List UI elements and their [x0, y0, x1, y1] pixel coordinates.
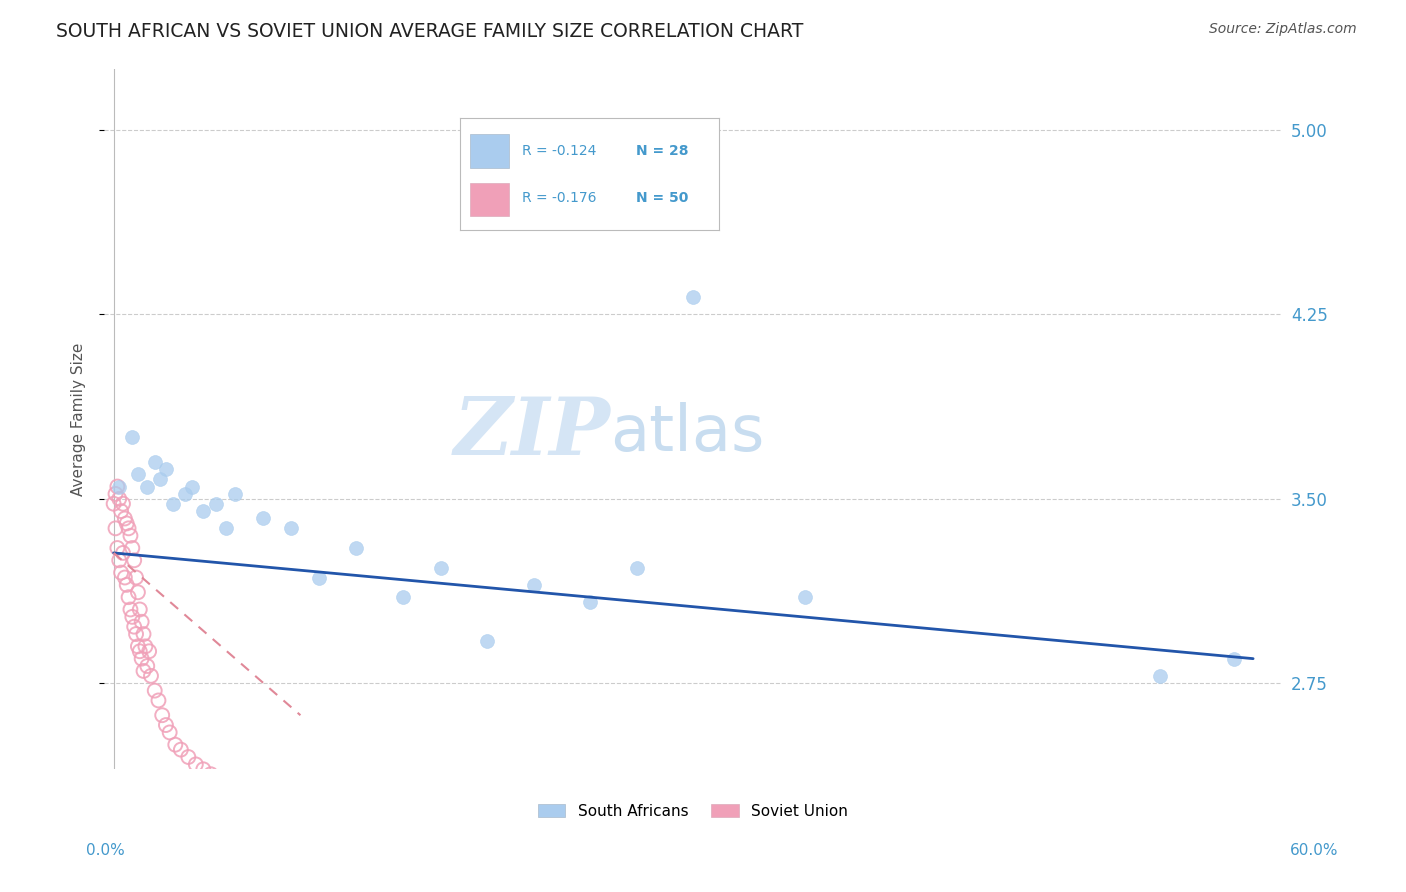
- Point: [205, 497, 228, 511]
- Point: [218, 782, 240, 797]
- Point: [117, 521, 139, 535]
- Text: Source: ZipAtlas.com: Source: ZipAtlas.com: [1209, 22, 1357, 37]
- Point: [105, 541, 128, 555]
- Point: [155, 718, 177, 732]
- Point: [127, 467, 149, 482]
- Point: [200, 767, 222, 781]
- Text: 60.0%: 60.0%: [1291, 843, 1339, 858]
- Point: [477, 634, 499, 648]
- Point: [103, 497, 125, 511]
- Point: [308, 570, 330, 584]
- Point: [162, 497, 184, 511]
- Point: [114, 511, 136, 525]
- Point: [579, 595, 602, 609]
- Point: [121, 541, 143, 555]
- Text: SOUTH AFRICAN VS SOVIET UNION AVERAGE FAMILY SIZE CORRELATION CHART: SOUTH AFRICAN VS SOVIET UNION AVERAGE FA…: [56, 22, 804, 41]
- Text: 0.0%: 0.0%: [86, 843, 125, 858]
- Point: [150, 708, 173, 723]
- Point: [121, 430, 143, 444]
- Point: [143, 683, 166, 698]
- Point: [149, 472, 172, 486]
- Point: [1149, 669, 1171, 683]
- Point: [120, 602, 142, 616]
- Point: [122, 553, 145, 567]
- Point: [138, 644, 160, 658]
- Point: [128, 602, 150, 616]
- Point: [170, 742, 193, 756]
- Point: [104, 521, 127, 535]
- Point: [177, 750, 200, 764]
- Point: [181, 479, 204, 493]
- Point: [111, 497, 134, 511]
- Point: [429, 560, 451, 574]
- Point: [111, 546, 134, 560]
- Point: [128, 644, 150, 658]
- Point: [105, 479, 128, 493]
- Point: [143, 455, 166, 469]
- Point: [127, 640, 149, 654]
- Point: [136, 659, 159, 673]
- Point: [125, 627, 148, 641]
- Point: [122, 620, 145, 634]
- Point: [280, 521, 302, 535]
- Point: [626, 560, 648, 574]
- Text: ZIP: ZIP: [454, 394, 610, 472]
- Point: [108, 491, 131, 506]
- Point: [392, 590, 415, 604]
- Point: [1223, 651, 1246, 665]
- Point: [110, 566, 132, 580]
- Point: [115, 516, 138, 531]
- Point: [346, 541, 368, 555]
- Point: [104, 487, 127, 501]
- Point: [136, 479, 159, 493]
- Point: [125, 570, 148, 584]
- Legend: South Africans, Soviet Union: South Africans, Soviet Union: [531, 797, 853, 825]
- Point: [193, 504, 215, 518]
- Point: [224, 487, 246, 501]
- Point: [121, 610, 143, 624]
- Point: [108, 479, 131, 493]
- Point: [114, 570, 136, 584]
- Point: [165, 738, 187, 752]
- Text: atlas: atlas: [610, 402, 765, 464]
- Point: [139, 669, 162, 683]
- Y-axis label: Average Family Size: Average Family Size: [72, 343, 86, 496]
- Point: [159, 725, 181, 739]
- Point: [523, 578, 546, 592]
- Point: [252, 511, 274, 525]
- Point: [131, 615, 153, 629]
- Point: [110, 504, 132, 518]
- Point: [184, 757, 207, 772]
- Point: [134, 640, 156, 654]
- Point: [132, 664, 155, 678]
- Point: [108, 553, 131, 567]
- Point: [127, 585, 149, 599]
- Point: [117, 590, 139, 604]
- Point: [115, 578, 138, 592]
- Point: [173, 487, 195, 501]
- Point: [682, 290, 704, 304]
- Point: [215, 521, 238, 535]
- Point: [131, 651, 153, 665]
- Point: [209, 774, 232, 789]
- Point: [193, 762, 215, 776]
- Point: [132, 627, 155, 641]
- Point: [155, 462, 177, 476]
- Point: [120, 529, 142, 543]
- Point: [148, 693, 170, 707]
- Point: [793, 590, 815, 604]
